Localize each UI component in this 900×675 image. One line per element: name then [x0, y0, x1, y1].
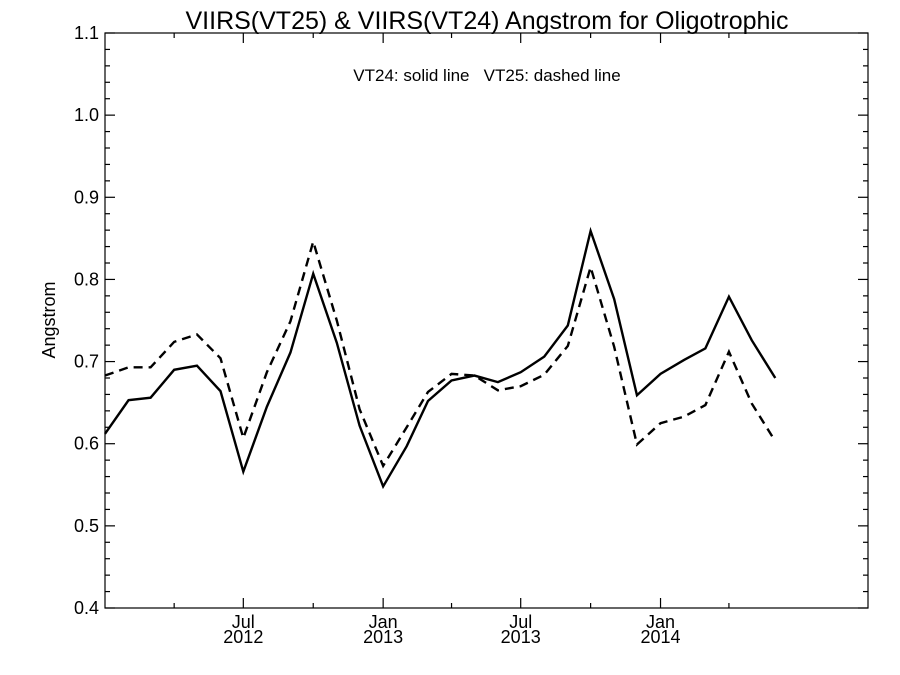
x-tick-month-label: Jul [509, 612, 532, 632]
x-tick-month-label: Jul [232, 612, 255, 632]
line-style-annotation: VT24: solid line VT25: dashed line [353, 66, 620, 85]
y-tick-label: 0.9 [74, 187, 99, 207]
y-tick-label: 1.0 [74, 105, 99, 125]
x-tick-year-label: 2012 [223, 627, 263, 647]
x-tick-month-label: Jan [646, 612, 675, 632]
y-tick-label: 0.5 [74, 516, 99, 536]
chart-title: VIIRS(VT25) & VIIRS(VT24) Angstrom for O… [186, 7, 789, 35]
y-tick-label: 1.1 [74, 23, 99, 43]
y-tick-label: 0.7 [74, 352, 99, 372]
y-tick-label: 0.4 [74, 598, 99, 618]
series-line-vt24 [104, 226, 777, 490]
x-tick-month-label: Jan [369, 612, 398, 632]
y-tick-label: 0.6 [74, 434, 99, 454]
y-tick-label: 0.8 [74, 269, 99, 289]
y-axis: 0.4 0.5 0.6 0.7 0.8 0.9 1.0 1.1 [74, 23, 868, 618]
x-tick-year-label: 2013 [501, 627, 541, 647]
plot-frame [104, 32, 869, 609]
y-axis-label: Angstrom [39, 281, 59, 358]
x-tick-year-label: 2013 [363, 627, 403, 647]
series-line-vt25 [104, 237, 777, 469]
series-layer [104, 226, 777, 490]
x-tick-year-label: 2014 [641, 627, 681, 647]
